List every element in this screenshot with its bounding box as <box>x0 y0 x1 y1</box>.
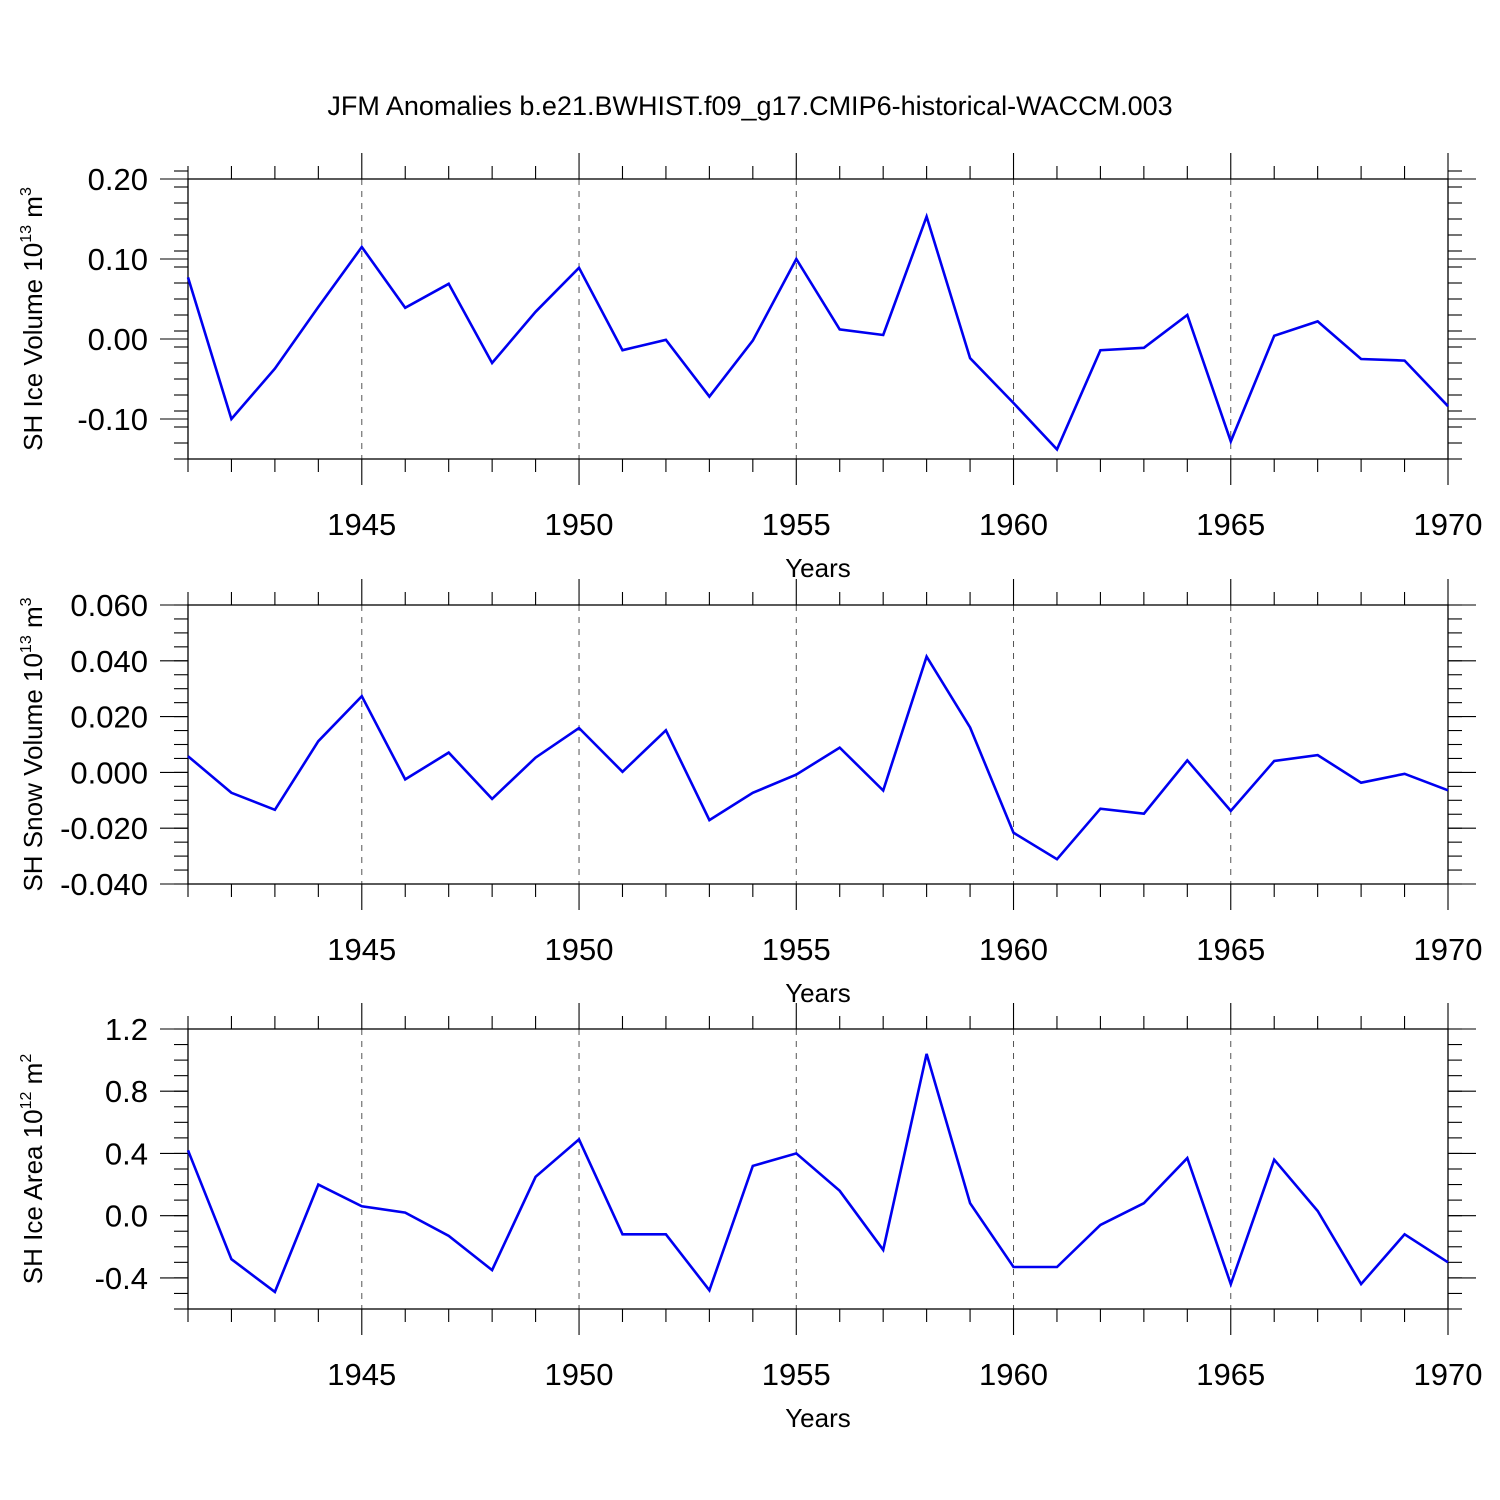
y-tick-label: 0.00 <box>88 322 148 357</box>
y-tick-label: -0.4 <box>95 1261 148 1296</box>
x-axis-label: Years <box>785 978 851 1008</box>
y-axis-label-ylabel-base: SH Ice Area 10 <box>18 1109 48 1284</box>
y-tick-label: 0.060 <box>70 588 148 623</box>
y-axis-label: SH Ice Volume 1013 m3 <box>18 187 48 451</box>
y-tick-label: 0.10 <box>88 242 148 277</box>
x-tick-label: 1970 <box>1414 507 1483 542</box>
x-axis-label: Years <box>785 1403 851 1433</box>
panel-2: -0.040 -0.020 0.000 0.020 0.040 0.060 1945 1950… <box>18 579 1482 1008</box>
x-tick-label: 1945 <box>327 507 396 542</box>
x-tick-label: 1965 <box>1196 932 1265 967</box>
series-line <box>186 212 1449 452</box>
x-tick-label: 1970 <box>1414 932 1483 967</box>
y-axis-label: SH Snow Volume 1013 m3 <box>18 597 48 891</box>
y-axis-label-ylabel-exp: 13 <box>18 635 35 653</box>
y-axis-label-ylabel-unit: m <box>18 1063 48 1092</box>
y-tick-label: -0.020 <box>60 811 148 846</box>
y-tick-label: 0.0 <box>105 1199 148 1234</box>
y-axis-label-ylabel-base: SH Snow Volume 10 <box>18 653 48 891</box>
x-tick-label: 1950 <box>545 1357 614 1392</box>
x-tick-label: 1950 <box>545 932 614 967</box>
y-axis-label-ylabel-unit-exp: 3 <box>18 187 35 196</box>
plot-frame <box>187 178 1449 460</box>
x-tick-label: 1955 <box>762 932 831 967</box>
y-tick-label: -0.040 <box>60 867 148 902</box>
y-tick-label: 0.8 <box>105 1074 148 1109</box>
series-line <box>187 653 1449 861</box>
y-tick-label: 0.020 <box>70 700 148 735</box>
x-tick-label: 1945 <box>327 932 396 967</box>
y-tick-label: -0.10 <box>77 402 148 437</box>
y-axis-label-ylabel-unit-exp: 2 <box>18 1054 35 1063</box>
panel-3: -0.4 0.0 0.4 0.8 1.2 1945 1950 1955 1960 1965 1970… <box>18 1003 1482 1433</box>
x-tick-label: 1955 <box>762 1357 831 1392</box>
plot-frame <box>187 1028 1449 1310</box>
y-tick-label: 0.040 <box>70 644 148 679</box>
y-axis-label: SH Ice Area 1012 m2 <box>18 1054 48 1285</box>
y-axis-label-ylabel-unit: m <box>18 606 48 635</box>
y-tick-label: 0.4 <box>105 1136 148 1171</box>
x-tick-label: 1960 <box>979 1357 1048 1392</box>
panel-1: -0.10 0.00 0.10 0.20 1945 1950 1955 1960 1965 197… <box>18 153 1482 583</box>
y-axis-label-ylabel-exp: 13 <box>18 225 35 243</box>
y-axis-label-ylabel-unit-exp: 3 <box>18 597 35 606</box>
x-tick-label: 1945 <box>327 1357 396 1392</box>
x-tick-label: 1970 <box>1414 1357 1483 1392</box>
x-axis-label: Years <box>785 553 851 583</box>
x-tick-label: 1965 <box>1196 1357 1265 1392</box>
y-tick-label: 0.20 <box>88 162 148 197</box>
panels: -0.10 0.00 0.10 0.20 1945 1950 1955 1960 1965 197… <box>18 153 1482 1433</box>
y-tick-label: 0.000 <box>70 755 148 790</box>
y-axis-label-ylabel-unit: m <box>18 196 48 225</box>
chart-title: JFM Anomalies b.e21.BWHIST.f09_g17.CMIP6… <box>327 91 1172 121</box>
x-tick-label: 1955 <box>762 507 831 542</box>
y-axis-label-ylabel-exp: 12 <box>18 1091 35 1109</box>
x-tick-label: 1965 <box>1196 507 1265 542</box>
x-tick-label: 1950 <box>545 507 614 542</box>
x-tick-label: 1960 <box>979 507 1048 542</box>
x-tick-label: 1960 <box>979 932 1048 967</box>
y-tick-label: 1.2 <box>105 1012 148 1047</box>
series-line <box>186 1053 1449 1294</box>
y-axis-label-ylabel-base: SH Ice Volume 10 <box>18 243 48 451</box>
plot-frame <box>187 604 1449 885</box>
